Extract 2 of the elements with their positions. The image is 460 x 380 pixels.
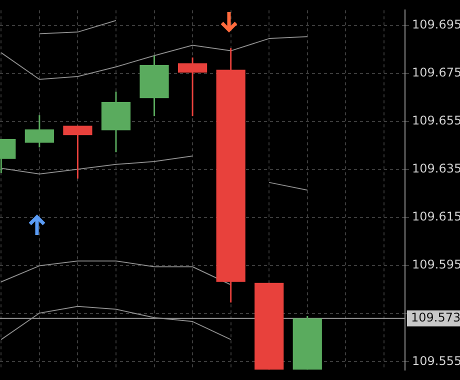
candlestick (178, 56, 208, 117)
ref-line-label: 109.573 (411, 310, 460, 325)
